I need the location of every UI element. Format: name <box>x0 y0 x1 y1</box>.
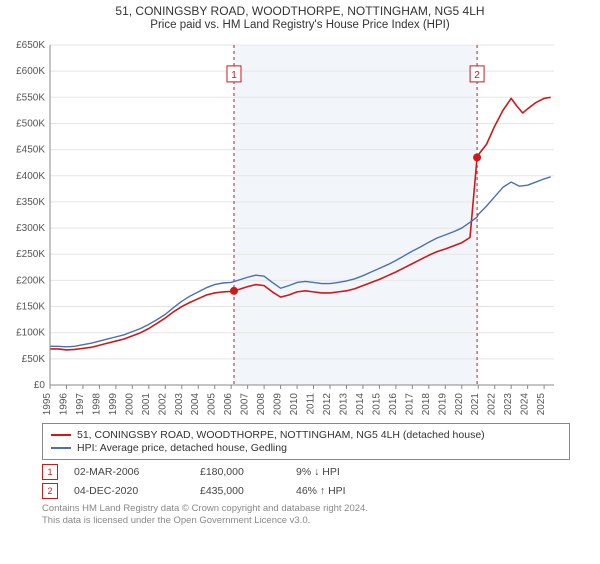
svg-text:£200K: £200K <box>16 275 45 286</box>
sale-diff: 9% ↓ HPI <box>296 466 386 478</box>
legend: 51, CONINGSBY ROAD, WOODTHORPE, NOTTINGH… <box>42 423 570 460</box>
svg-text:1997: 1997 <box>75 393 86 416</box>
legend-swatch <box>51 447 71 449</box>
svg-text:2025: 2025 <box>536 393 547 416</box>
svg-text:2021: 2021 <box>470 393 481 416</box>
svg-text:2007: 2007 <box>240 393 251 416</box>
svg-text:2022: 2022 <box>487 393 498 416</box>
svg-text:2002: 2002 <box>157 393 168 416</box>
svg-text:2024: 2024 <box>520 393 531 416</box>
svg-text:2018: 2018 <box>421 393 432 416</box>
sale-marker: 1 <box>42 464 58 480</box>
svg-text:2011: 2011 <box>306 393 317 415</box>
svg-text:2010: 2010 <box>289 393 300 416</box>
sale-date: 02-MAR-2006 <box>74 466 184 478</box>
svg-text:2009: 2009 <box>273 393 284 416</box>
svg-text:2012: 2012 <box>322 393 333 416</box>
svg-text:£350K: £350K <box>16 197 45 208</box>
chart-area: £0 £50K £100K £150K £200K £250K £300K £350K £400… <box>4 37 564 417</box>
chart-svg: £0 £50K £100K £150K £200K £250K £300K £350K £400… <box>4 37 564 417</box>
svg-text:£0: £0 <box>34 380 46 391</box>
sale-row: 2 04-DEC-2020 £435,000 46% ↑ HPI <box>42 483 570 499</box>
svg-text:2003: 2003 <box>174 393 185 416</box>
footer-line1: Contains HM Land Registry data © Crown c… <box>42 503 570 515</box>
svg-text:2020: 2020 <box>454 393 465 416</box>
chart-subtitle: Price paid vs. HM Land Registry's House … <box>0 19 600 31</box>
svg-text:1996: 1996 <box>58 393 69 416</box>
svg-text:£300K: £300K <box>16 223 45 234</box>
legend-label: 51, CONINGSBY ROAD, WOODTHORPE, NOTTINGH… <box>77 429 485 441</box>
svg-text:2017: 2017 <box>404 393 415 416</box>
svg-text:2005: 2005 <box>207 393 218 416</box>
svg-text:£450K: £450K <box>16 145 45 156</box>
sale-price: £180,000 <box>200 466 280 478</box>
svg-text:2008: 2008 <box>256 393 267 416</box>
svg-text:2023: 2023 <box>503 393 514 416</box>
svg-text:£400K: £400K <box>16 171 45 182</box>
legend-row: HPI: Average price, detached house, Gedl… <box>51 442 561 454</box>
footer-attribution: Contains HM Land Registry data © Crown c… <box>42 503 570 527</box>
svg-text:2013: 2013 <box>338 393 349 416</box>
svg-text:£150K: £150K <box>16 302 45 313</box>
legend-row: 51, CONINGSBY ROAD, WOODTHORPE, NOTTINGH… <box>51 429 561 441</box>
svg-text:2015: 2015 <box>371 393 382 416</box>
sale-price: £435,000 <box>200 485 280 497</box>
svg-text:2006: 2006 <box>223 393 234 416</box>
svg-text:2001: 2001 <box>141 393 152 416</box>
sale-marker: 2 <box>42 483 58 499</box>
svg-text:1998: 1998 <box>91 393 102 416</box>
svg-text:2000: 2000 <box>124 393 135 416</box>
sale-diff: 46% ↑ HPI <box>296 485 386 497</box>
svg-text:1995: 1995 <box>42 393 53 416</box>
svg-text:1: 1 <box>231 70 237 81</box>
svg-text:2019: 2019 <box>437 393 448 416</box>
svg-text:£100K: £100K <box>16 328 45 339</box>
svg-text:2014: 2014 <box>355 393 366 416</box>
sale-row: 1 02-MAR-2006 £180,000 9% ↓ HPI <box>42 464 570 480</box>
footer-line2: This data is licensed under the Open Gov… <box>42 515 570 527</box>
svg-text:2: 2 <box>474 70 480 81</box>
chart-title: 51, CONINGSBY ROAD, WOODTHORPE, NOTTINGH… <box>0 4 600 18</box>
sale-date: 04-DEC-2020 <box>74 485 184 497</box>
svg-text:2016: 2016 <box>388 393 399 416</box>
svg-text:2004: 2004 <box>190 393 201 416</box>
svg-text:£500K: £500K <box>16 118 45 129</box>
svg-text:£650K: £650K <box>16 40 45 51</box>
svg-text:£550K: £550K <box>16 92 45 103</box>
sales-table: 1 02-MAR-2006 £180,000 9% ↓ HPI 2 04-DEC-2020… <box>42 464 570 499</box>
svg-text:£250K: £250K <box>16 249 45 260</box>
svg-text:£50K: £50K <box>22 354 46 365</box>
svg-text:£600K: £600K <box>16 66 45 77</box>
svg-text:1999: 1999 <box>108 393 119 416</box>
legend-swatch <box>51 434 71 436</box>
legend-label: HPI: Average price, detached house, Gedl… <box>77 442 287 454</box>
